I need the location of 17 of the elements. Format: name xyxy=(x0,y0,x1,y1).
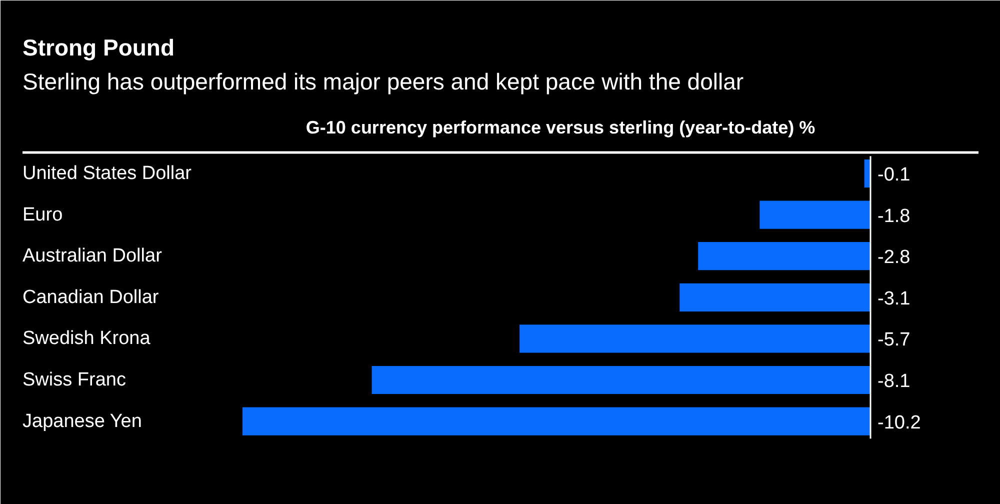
data-label: -10.2 xyxy=(878,412,921,434)
chart-subtitle: Sterling has outperformed its major peers and kept pace with the dollar xyxy=(22,68,744,94)
data-label: -0.1 xyxy=(878,164,910,186)
y-tick-label: United States Dollar xyxy=(22,163,192,184)
data-label: -2.8 xyxy=(878,247,910,268)
data-label: -1.8 xyxy=(878,206,910,227)
y-tick-label: Swiss Franc xyxy=(22,370,126,390)
data-label: -3.1 xyxy=(878,288,910,310)
chart-title: Strong Pound xyxy=(22,34,175,60)
y-tick-label: Japanese Yen xyxy=(22,410,142,432)
y-tick-label: Australian Dollar xyxy=(22,246,163,267)
x-axis-title: G-10 currency performance versus sterling (year-to-date) % xyxy=(306,118,816,138)
y-tick-label: Euro xyxy=(22,204,63,226)
data-label: -5.7 xyxy=(878,330,910,351)
data-label: -8.1 xyxy=(878,371,910,392)
y-tick-label: Canadian Dollar xyxy=(22,286,160,308)
y-tick-label: Swedish Krona xyxy=(22,328,151,350)
